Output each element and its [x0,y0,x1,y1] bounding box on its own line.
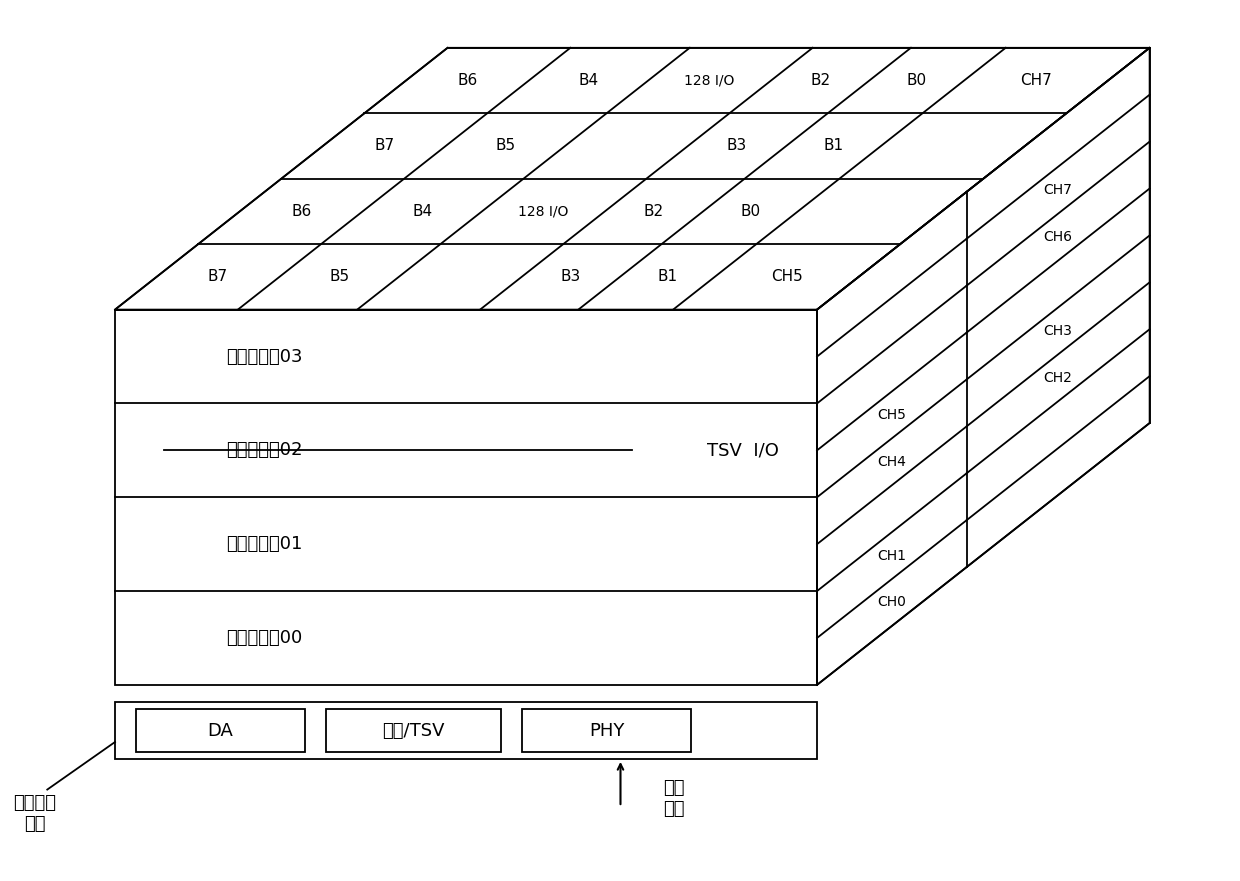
Text: B2: B2 [810,73,831,88]
Text: B3: B3 [560,270,580,285]
Text: CH7: CH7 [1021,73,1052,88]
Text: B0: B0 [740,204,760,218]
Text: B5: B5 [329,270,350,285]
Text: 电源/TSV: 电源/TSV [382,722,445,740]
Polygon shape [136,709,305,752]
Polygon shape [817,48,1149,685]
Text: B1: B1 [823,138,843,153]
Text: CH5: CH5 [878,408,906,422]
Text: CH1: CH1 [878,549,906,563]
Text: B1: B1 [657,270,677,285]
Polygon shape [326,709,501,752]
Text: 直接测试
焊盘: 直接测试 焊盘 [14,794,57,833]
Polygon shape [115,48,1149,309]
Text: TSV  I/O: TSV I/O [707,441,779,459]
Text: CH2: CH2 [1044,371,1073,385]
Text: 存储器芯片00: 存储器芯片00 [226,629,303,647]
Text: B7: B7 [374,138,394,153]
Text: PHY: PHY [589,722,624,740]
Text: B7: B7 [208,270,228,285]
Text: B6: B6 [291,204,311,218]
Text: CH6: CH6 [1044,230,1073,244]
Text: B5: B5 [495,138,516,153]
Text: CH0: CH0 [878,596,906,610]
Text: 128 I/O: 128 I/O [518,204,569,218]
Text: CH7: CH7 [1044,183,1073,197]
Text: 存储器芯片02: 存储器芯片02 [226,441,303,459]
Text: CH4: CH4 [878,455,906,469]
Text: B6: B6 [458,73,477,88]
Text: B4: B4 [412,204,433,218]
Text: 逻辑
芯片: 逻辑 芯片 [663,779,686,818]
Text: B2: B2 [644,204,663,218]
Text: 存储器芯片01: 存储器芯片01 [226,535,303,553]
Text: B0: B0 [906,73,926,88]
Text: CH5: CH5 [771,270,802,285]
Text: B3: B3 [727,138,748,153]
Polygon shape [522,709,691,752]
Text: CH3: CH3 [1044,324,1073,338]
Polygon shape [115,309,817,685]
Text: B4: B4 [579,73,599,88]
Text: 存储器芯片03: 存储器芯片03 [226,347,303,366]
Text: 128 I/O: 128 I/O [684,73,735,87]
Polygon shape [115,702,817,759]
Text: DA: DA [207,722,233,740]
